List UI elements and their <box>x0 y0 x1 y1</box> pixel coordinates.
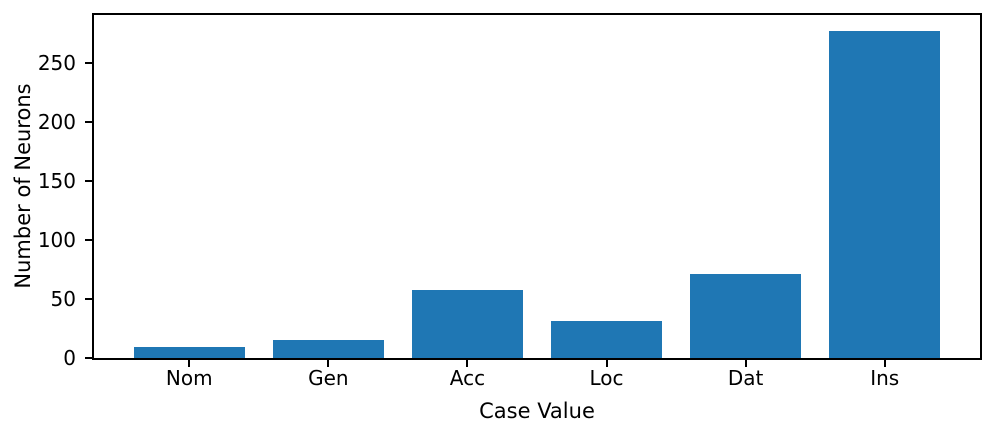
y-tick-mark <box>85 298 92 301</box>
y-tick-label: 200 <box>37 110 76 135</box>
x-tick-label-nom: Nom <box>165 366 213 390</box>
x-tick-label-dat: Dat <box>727 366 764 390</box>
x-tick-mark <box>466 360 469 367</box>
x-tick-mark <box>188 360 191 367</box>
x-tick-label-loc: Loc <box>589 366 624 390</box>
x-tick-mark <box>605 360 608 367</box>
x-tick-label-acc: Acc <box>449 366 486 390</box>
x-tick-mark <box>883 360 886 367</box>
y-tick-mark <box>85 121 92 124</box>
y-tick-mark <box>85 180 92 183</box>
y-tick-mark <box>85 357 92 359</box>
y-tick-label: 100 <box>37 228 76 253</box>
y-tick-label: 0 <box>63 346 76 370</box>
y-tick-label: 50 <box>50 287 76 312</box>
bar-ins <box>829 31 941 358</box>
x-tick-mark <box>744 360 747 367</box>
bar-acc <box>411 289 524 358</box>
y-tick-mark <box>85 62 92 65</box>
x-tick-mark <box>327 360 330 367</box>
bar-nom <box>133 347 245 358</box>
y-tick-label: 150 <box>37 169 76 194</box>
bar-loc <box>550 321 663 358</box>
x-tick-label-gen: Gen <box>308 366 349 390</box>
bar-gen <box>272 340 384 358</box>
x-axis-label: Case Value <box>479 399 595 423</box>
y-tick-label: 250 <box>37 51 76 76</box>
y-tick-mark <box>85 239 92 242</box>
x-tick-label-ins: Ins <box>870 366 900 390</box>
plot-area <box>92 13 982 360</box>
bar-dat <box>689 274 802 358</box>
